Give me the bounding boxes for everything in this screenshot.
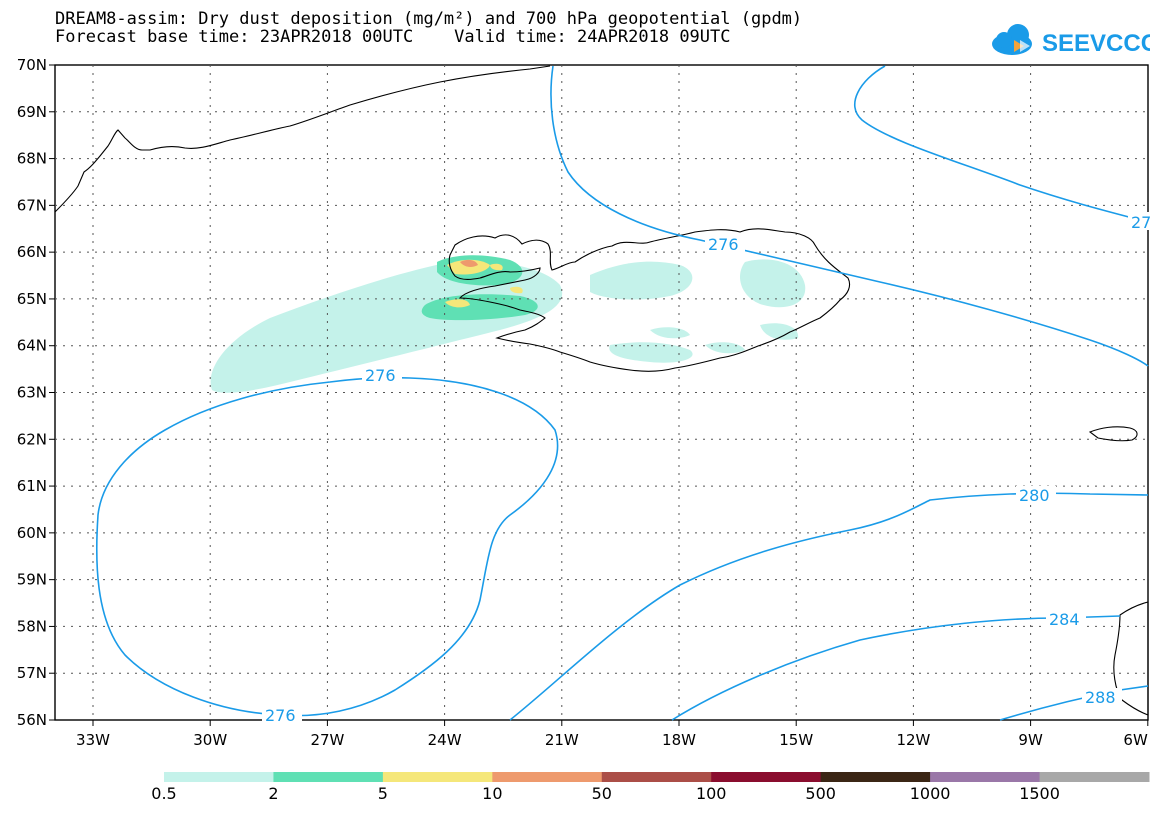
contour-27x-ne [854,65,1149,223]
lon-label: 24W [428,731,462,749]
legend-label: 1000 [910,784,951,803]
lon-label: 33W [76,731,110,749]
legend-swatch [1039,772,1150,782]
dust-shading [210,255,806,393]
legend-swatch [601,772,712,782]
legend-swatch [711,772,822,782]
dust-fjord-5 [490,263,503,271]
legend-label: 5 [378,784,388,803]
contour-label-288: 288 [1085,688,1116,707]
legend-swatch [273,772,384,782]
lon-label: 21W [545,731,579,749]
lon-label: 15W [779,731,813,749]
latitude-axis: 70N 69N 68N 67N 66N 65N 64N 63N 62N 61N 60N 59N 58N 5… [17,56,55,729]
legend-label: 1500 [1019,784,1060,803]
contour-label-27: 27 [1131,213,1151,232]
lon-label: 18W [662,731,696,749]
longitude-axis: 33W 30W 27W 24W 21W 18W 15W 12W 9W 6W [76,720,1149,749]
contour-280 [509,492,1149,721]
iceland-coast [448,228,851,372]
contour-label-276-b: 276 [265,706,296,725]
legend-label: 500 [805,784,836,803]
lat-label: 63N [17,384,47,402]
logo-text: SEEVCCC [1042,30,1150,57]
faroe-islands [1088,426,1138,442]
lat-label: 58N [17,617,47,635]
lat-label: 70N [17,56,47,74]
dust-iceland-south [609,342,693,363]
lat-label: 65N [17,290,47,308]
greenland-coast [54,65,551,213]
coastlines [54,65,1149,716]
lat-label: 59N [17,571,47,589]
dust-westfjords-10 [460,259,478,267]
lat-label: 60N [17,524,47,542]
lat-label: 66N [17,243,47,261]
legend-label: 100 [696,784,727,803]
color-legend: 0.5 2 5 10 50 100 500 1000 1500 [151,772,1150,803]
lat-label: 68N [17,150,47,168]
dust-snaefell-5 [510,286,523,294]
lon-label: 12W [896,731,930,749]
graticule [55,65,1148,720]
lon-label: 27W [310,731,344,749]
lat-label: 64N [17,337,47,355]
legend-swatch [820,772,931,782]
lat-label: 61N [17,477,47,495]
map-title: DREAM8-assim: Dry dust deposition (mg/m²… [55,9,803,29]
legend-label: 0.5 [151,784,176,803]
dust-iceland-se [705,342,745,354]
contour-label-276-a: 276 [365,366,396,385]
dust-reykjanes-5 [445,299,470,308]
geopotential-contours [95,65,1149,721]
lat-label: 57N [17,664,47,682]
lon-label: 6W [1123,731,1148,749]
lat-label: 67N [17,196,47,214]
dust-iceland-mid [650,327,690,339]
lat-label: 56N [17,711,47,729]
contour-label-276-c: 276 [708,235,739,254]
cloud-icon [992,24,1032,55]
contour-label-280: 280 [1019,486,1050,505]
forecast-times: Forecast base time: 23APR2018 00UTC Vali… [55,27,731,47]
scotland-coast [1113,601,1149,716]
legend-label: 2 [268,784,278,803]
lon-label: 9W [1018,731,1043,749]
seevccc-logo: SEEVCCC [992,24,1150,57]
dust-iceland-ne [740,259,806,308]
legend-swatch [492,772,603,782]
dust-iceland-e2 [760,323,799,340]
legend-label: 10 [482,784,502,803]
lon-label: 30W [193,731,227,749]
lat-label: 69N [17,103,47,121]
legend-label: 50 [592,784,612,803]
legend-swatch [382,772,493,782]
dust-iceland-east [590,261,693,300]
lat-label: 62N [17,430,47,448]
contour-labels: 276 276 276 27 280 284 288 [262,212,1151,725]
legend-swatch [930,772,1041,782]
legend-swatch [164,772,274,782]
contour-label-284: 284 [1049,610,1080,629]
dust-westfjords-5 [447,259,490,275]
dust-plume-west [210,261,563,393]
contour-284 [671,615,1121,721]
contour-276-north [550,65,1149,367]
